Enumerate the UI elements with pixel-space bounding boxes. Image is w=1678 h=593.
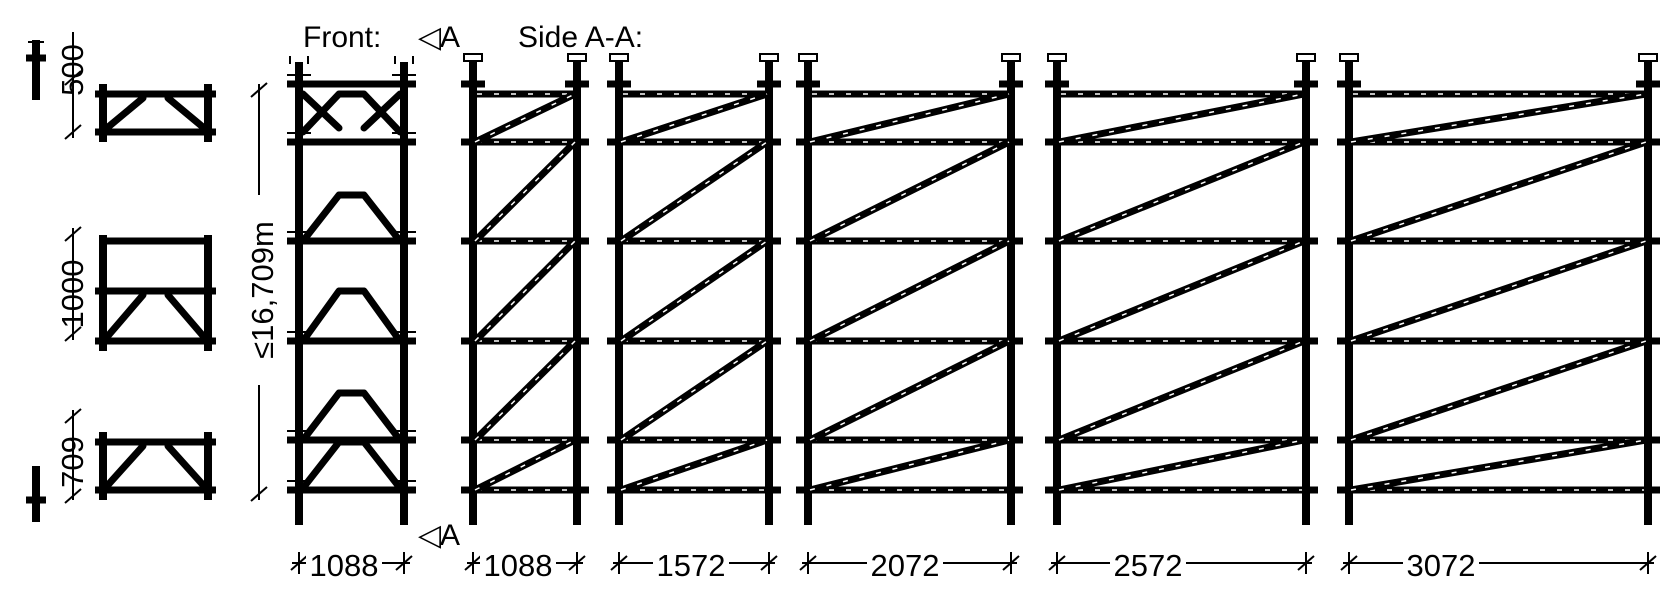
side5-head-left (1339, 53, 1359, 62)
dim-head-spacing: 500 (55, 44, 90, 96)
section-arrow-bottom-icon: ◁ (418, 519, 441, 552)
dim-tick-head-2 (64, 124, 82, 140)
side2-diagonal-2-dash (620, 240, 768, 342)
dim-side-width-5: 3072 (1407, 548, 1476, 583)
dim-tick-height-2 (250, 486, 268, 502)
side4-diagonal-4-dash (1058, 439, 1305, 491)
side3-diagonal-3-dash (809, 340, 1010, 441)
side-view-label: Side A-A: (518, 21, 643, 54)
side4-diagonal-3 (1055, 337, 1308, 444)
dim-tick-height-1 (250, 82, 268, 98)
front-brace-l-3 (299, 389, 343, 444)
section-mark-top: A (440, 21, 460, 54)
front-brace-r-4 (360, 438, 404, 492)
side1-diagonal-3-dash (474, 340, 576, 441)
side2-diagonal-0 (617, 90, 771, 146)
side4-head-left (1047, 53, 1067, 62)
sample-base-brace-r (164, 442, 208, 490)
front-brace-l-2 (299, 287, 343, 345)
sample-mid-brace-l (103, 291, 147, 341)
side5-diagonal-4 (1347, 436, 1650, 494)
sample-head-brace-l (103, 94, 147, 132)
side3-diagonal-2-dash (809, 240, 1010, 342)
sample-mid-brace-r (164, 291, 208, 341)
side3-diagonal-1-dash (809, 141, 1010, 242)
sample-base-brace-l (103, 442, 147, 490)
side1-diagonal-2-dash (474, 240, 576, 342)
side1-diagonal-4-dash (474, 439, 576, 491)
front-brace-r-1 (360, 191, 404, 245)
dim-side-width-4: 2572 (1114, 548, 1183, 583)
dim-side-width-1: 1088 (484, 548, 553, 583)
dim-tick-head-1 (64, 70, 82, 86)
side2-diagonal-4 (617, 436, 771, 494)
height-label-backing (246, 195, 280, 385)
front-brace-r-3 (360, 389, 404, 444)
side5-diagonal-2-dash (1350, 240, 1647, 342)
side5-diagonal-3-dash (1350, 340, 1647, 441)
side1-diagonal-1-dash (474, 141, 576, 242)
front-view-label: Front: (303, 21, 381, 54)
front-brace-r-2 (360, 287, 404, 345)
side1-diagonal-0-dash (474, 93, 576, 143)
width-dimension-labels: 1088 1088 1572 2072 2572 3072 (306, 548, 1479, 584)
dim-tick-mid-2 (64, 326, 82, 342)
side1-head-right (567, 53, 587, 62)
side2-diagonal-3-dash (620, 340, 768, 441)
section-arrow-top-icon: ◁ (418, 21, 441, 54)
side5-diagonal-0 (1347, 90, 1650, 146)
dim-middle-spacing: 1000 (55, 260, 90, 329)
side2-head-left (609, 53, 629, 62)
dim-side-width-2: 1572 (657, 548, 726, 583)
dim-tick-base-2 (64, 488, 82, 504)
side5-head-right (1638, 53, 1658, 62)
section-mark-bottom: A (440, 519, 460, 552)
dim-tick-base-1 (64, 408, 82, 424)
front-brace-x-l (299, 90, 343, 132)
structure-art (26, 32, 1660, 574)
side3-head-right (1001, 53, 1021, 62)
side2-head-right (759, 53, 779, 62)
side4-head-right (1296, 53, 1316, 62)
side1-head-left (463, 53, 483, 62)
side3-diagonal-0-dash (809, 93, 1010, 143)
dim-max-height: ≤16,709m (245, 221, 280, 359)
side4-diagonal-1 (1055, 138, 1308, 245)
front-fork-right (394, 56, 414, 64)
side2-diagonal-1-dash (620, 141, 768, 242)
side5-diagonal-1-dash (1350, 141, 1647, 242)
side4-diagonal-0-dash (1058, 93, 1305, 143)
side3-diagonal-4-dash (809, 439, 1010, 491)
dim-tick-mid-1 (64, 226, 82, 242)
side3-head-left (798, 53, 818, 62)
sample-head-brace-r (164, 94, 208, 132)
front-brace-x-r (360, 90, 404, 132)
dim-side-width-3: 2072 (871, 548, 940, 583)
dim-base-spacing: 709 (55, 436, 90, 488)
dim-front-width: 1088 (310, 548, 379, 583)
front-fork-left (289, 56, 309, 64)
front-brace-l-1 (299, 191, 343, 245)
front-brace-l-4 (299, 438, 343, 492)
side4-diagonal-2 (1055, 237, 1308, 345)
